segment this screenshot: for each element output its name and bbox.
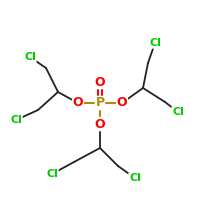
Text: O: O (117, 97, 127, 110)
Text: Cl: Cl (149, 38, 161, 48)
Text: O: O (95, 117, 105, 130)
Text: Cl: Cl (172, 107, 184, 117)
Text: Cl: Cl (129, 173, 141, 183)
Text: P: P (95, 97, 105, 110)
Text: O: O (95, 75, 105, 88)
Text: Cl: Cl (24, 52, 36, 62)
Text: Cl: Cl (46, 169, 58, 179)
Text: Cl: Cl (10, 115, 22, 125)
Text: O: O (73, 97, 83, 110)
